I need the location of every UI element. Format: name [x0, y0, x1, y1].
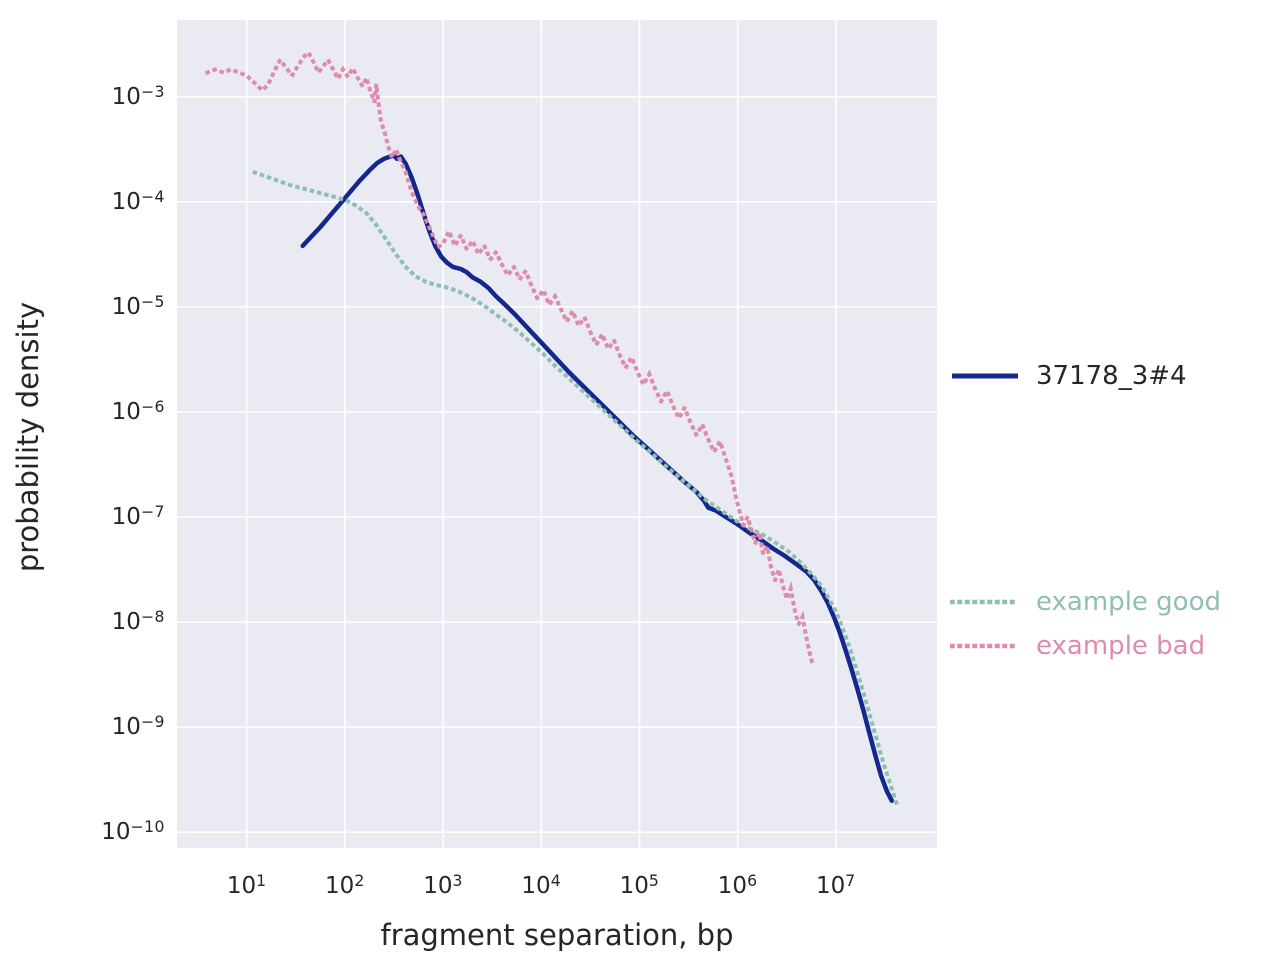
series-line-example-bad	[204, 49, 816, 670]
x-tick-label: 105	[619, 871, 660, 900]
y-tick-label: 10−10	[101, 817, 165, 846]
x-tick-label: 104	[521, 871, 562, 900]
x-tick-label: 106	[717, 871, 758, 900]
y-tick-label: 10−8	[111, 607, 165, 636]
y-tick-label: 10−4	[111, 186, 165, 215]
y-tick-label: 10−7	[111, 502, 165, 531]
x-tick-label: 103	[423, 871, 463, 900]
plot-area	[177, 20, 937, 848]
legend-line-sample-dotted-bad	[950, 643, 1020, 649]
legend-line-sample-dotted-good	[950, 599, 1020, 605]
legend-entry-example-bad: example bad	[950, 628, 1205, 664]
legend-entry-example-good: example good	[950, 584, 1221, 620]
y-tick-label: 10−3	[111, 81, 165, 110]
legend-line-sample-solid	[952, 373, 1018, 379]
legend-label-example-bad: example bad	[1036, 631, 1206, 661]
x-tick-label: 107	[815, 871, 856, 900]
y-tick-label: 10−9	[111, 712, 165, 741]
series-line-37178-3-4	[300, 153, 895, 803]
legend-entry-37178-3-4: 37178_3#4	[950, 358, 1187, 394]
x-axis-label: fragment separation, bp	[380, 918, 734, 952]
gridlines	[177, 20, 937, 848]
x-tick-label: 101	[226, 871, 267, 900]
x-tick-label: 102	[325, 871, 365, 900]
legend-label-example-good: example good	[1036, 587, 1221, 617]
legend-label-37178-3-4: 37178_3#4	[1036, 361, 1187, 391]
y-tick-label: 10−5	[111, 291, 165, 320]
series-line-example-good	[252, 169, 900, 807]
y-tick-label: 10−6	[111, 396, 165, 425]
